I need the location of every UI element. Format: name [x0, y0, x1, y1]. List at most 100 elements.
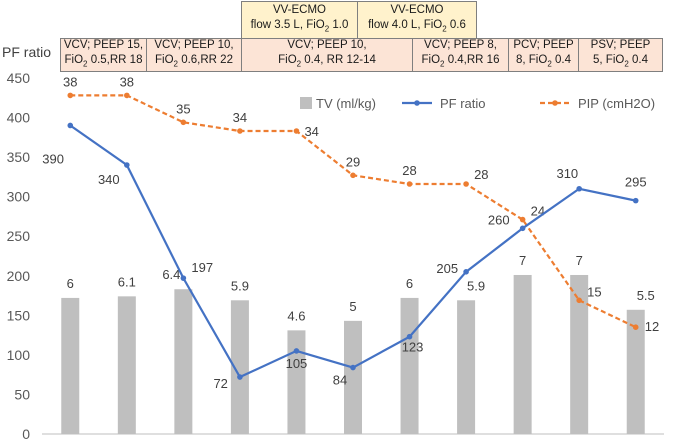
vent-box-5: PCV; PEEP 8, FiO2 0.4 [508, 38, 579, 72]
pf-ratio-point [124, 162, 130, 168]
legend-pf-label: PF ratio [440, 96, 486, 111]
pf-ratio-label: 310 [556, 166, 578, 181]
y-tick-label: 50 [14, 386, 30, 402]
legend-pip-label: PIP (cmH2O) [578, 96, 655, 111]
vent-box-4-line1: VCV; PEEP 8, [424, 39, 497, 52]
tv-bar-label: 6 [67, 276, 74, 291]
tv-bar-label: 5 [349, 299, 356, 314]
pf-ratio-label: 260 [488, 212, 510, 227]
pip-label: 35 [176, 101, 190, 116]
tv-bar-label: 6 [406, 276, 413, 291]
vent-box-3-line1: VCV; PEEP 10, [287, 39, 367, 52]
pf-ratio-label: 72 [213, 376, 227, 391]
tv-bar [457, 300, 476, 434]
pip-label: 28 [402, 163, 416, 178]
ecmo-box-1-line2: flow 3.5 L, FiO2 1.0 [250, 19, 349, 34]
pip-point [67, 92, 74, 99]
tv-bar-label: 7 [519, 253, 526, 268]
y-tick-label: 300 [7, 189, 31, 205]
vent-box-1: VCV; PEEP 15, FiO2 0.5,RR 18 [60, 38, 147, 72]
pip-point [576, 297, 582, 304]
pf-ratio-label: 84 [333, 373, 347, 388]
vent-box-6-line1: PSV; PEEP [590, 39, 651, 52]
pf-ratio-label: 205 [436, 261, 458, 276]
y-tick-label: 150 [7, 307, 31, 323]
legend-tv-swatch [300, 97, 312, 109]
pip-point [406, 181, 413, 187]
y-tick-label: 250 [7, 228, 31, 244]
vent-box-4: VCV; PEEP 8, FiO2 0.4,RR 16 [412, 38, 509, 72]
pf-ratio-label: 295 [625, 175, 647, 190]
vent-box-1-line2: FiO2 0.5,RR 18 [64, 54, 143, 69]
pip-point [519, 216, 526, 223]
pf-ratio-point [519, 225, 526, 232]
pip-label: 38 [63, 74, 77, 89]
tv-bar [230, 300, 249, 434]
vent-box-3-line2: FiO2 0.4, RR 12-14 [278, 54, 376, 69]
y-tick-label: 0 [22, 426, 30, 439]
tv-bar [344, 320, 362, 434]
y-axis-title: PF ratio [2, 44, 52, 60]
pip-point [124, 92, 130, 99]
pf-ratio-label: 340 [98, 172, 120, 187]
pf-ratio-point [180, 275, 187, 281]
pip-point [350, 172, 356, 179]
pf-ratio-point [463, 269, 469, 275]
pf-ratio-point [67, 122, 74, 129]
tv-bar-label: 5.5 [637, 288, 655, 303]
ecmo-box-1-line1: VV-ECMO [272, 4, 327, 17]
y-tick-label: 100 [7, 347, 31, 363]
legend-pip-marker [552, 100, 558, 106]
vent-box-1-line1: VCV; PEEP 15, [63, 39, 144, 52]
y-tick-label: 400 [7, 110, 31, 126]
tv-bar-label: 7 [576, 253, 583, 268]
pf-ratio-label: 390 [42, 151, 64, 166]
pf-ratio-point [293, 348, 300, 354]
pf-ratio-point [237, 374, 243, 380]
pip-point [237, 128, 243, 134]
ecmo-box-2: VV-ECMO flow 4.0 L, FiO2 0.6 [357, 1, 477, 39]
pip-line [70, 94, 637, 329]
pip-label: 34 [233, 110, 247, 125]
tv-bar [287, 330, 306, 434]
pf-ratio-label: 123 [402, 340, 424, 355]
tv-bar [174, 289, 193, 434]
pip-label: 29 [346, 154, 360, 169]
vent-box-2-line2: FiO2 0.6,RR 22 [155, 54, 233, 69]
tv-bar [513, 274, 532, 434]
y-tick-label: 450 [7, 70, 31, 86]
tv-bar-label: 4.6 [287, 308, 305, 323]
y-tick-label: 350 [7, 149, 31, 165]
pip-label: 38 [120, 74, 134, 89]
ecmo-box-2-line1: VV-ECMO [390, 4, 444, 17]
tv-bar-label: 5.9 [467, 278, 485, 293]
ecmo-box-2-line2: flow 4.0 L, FiO2 0.6 [368, 19, 466, 34]
tv-bar-label: 6.1 [118, 274, 136, 289]
vent-box-4-line2: FiO2 0.4,RR 16 [421, 54, 500, 69]
legend-tv-label: TV (ml/kg) [316, 96, 376, 111]
pf-ratio-point [576, 185, 582, 192]
pf-ratio-point [350, 364, 356, 371]
tv-bar-label: 6.4 [162, 267, 180, 282]
pip-point [293, 128, 300, 134]
pf-ratio-point [406, 333, 413, 340]
pip-label: 15 [587, 284, 601, 299]
pf-ratio-label: 197 [191, 260, 213, 275]
tv-bar [570, 274, 589, 434]
legend-pf-marker [414, 100, 420, 106]
y-tick-label: 200 [7, 268, 31, 284]
vent-box-6-line2: 5, FiO2 0.4 [593, 54, 648, 69]
tv-bar [61, 297, 80, 434]
pip-label: 28 [474, 167, 488, 182]
tv-bar-label: 5.9 [231, 278, 249, 293]
pip-label: 34 [304, 124, 318, 139]
pip-point [632, 324, 639, 331]
pf-ratio-point [632, 197, 639, 204]
tv-bar [117, 296, 136, 434]
vent-box-2-line1: VCV; PEEP 10, [154, 39, 234, 52]
pip-point [180, 119, 187, 126]
vent-box-5-line1: PCV; PEEP [513, 39, 574, 52]
tv-bar [626, 309, 645, 434]
vent-box-2: VCV; PEEP 10, FiO2 0.6,RR 22 [146, 38, 242, 72]
